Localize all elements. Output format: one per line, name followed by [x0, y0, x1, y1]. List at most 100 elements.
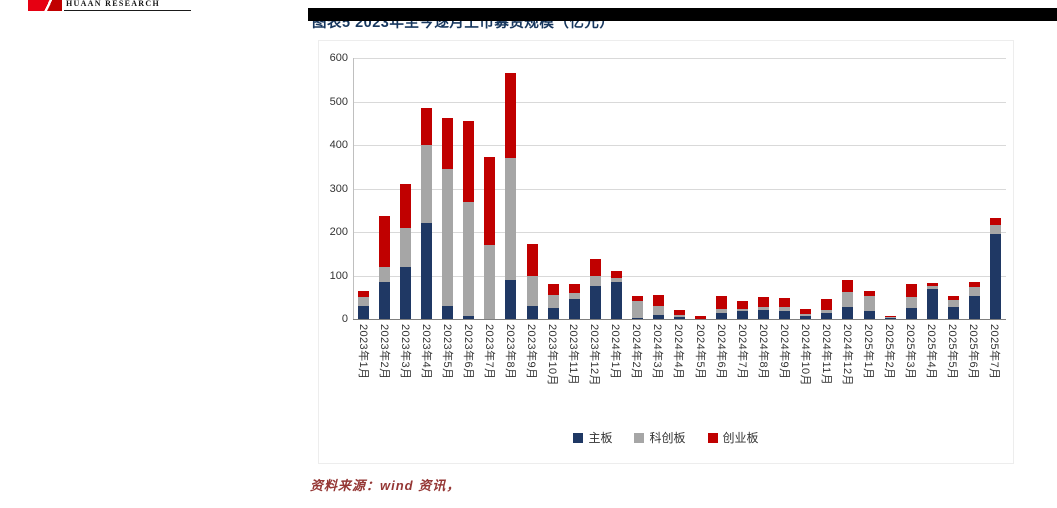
bar-2024年6月 [711, 58, 732, 319]
bar-segment-科创板 [884, 317, 896, 319]
bar-segment-主板 [989, 234, 1001, 319]
bar-segment-科创板 [589, 275, 601, 287]
bar-segment-科创板 [673, 314, 685, 317]
bar-segment-科创板 [442, 168, 454, 306]
bar-segment-科创板 [505, 158, 517, 280]
bar-2025年4月 [922, 58, 943, 319]
legend-swatch [707, 432, 718, 443]
x-axis-label: 2024年9月 [774, 324, 795, 419]
bar-segment-科创板 [568, 292, 580, 300]
x-axis-label: 2025年4月 [922, 324, 943, 419]
bar-segment-科创板 [400, 227, 412, 267]
y-axis-tick-label: 600 [329, 52, 348, 64]
x-axis-label: 2025年2月 [880, 324, 901, 419]
gridline [353, 101, 1006, 103]
bar-segment-主板 [505, 279, 517, 319]
bar-2023年1月 [353, 58, 374, 319]
bar-segment-创业板 [631, 296, 643, 302]
x-axis-label: 2025年5月 [943, 324, 964, 419]
bar-segment-主板 [863, 311, 875, 319]
bar-segment-创业板 [716, 296, 728, 309]
bar-2024年11月 [816, 58, 837, 319]
x-axis-label-text: 2023年8月 [503, 324, 516, 380]
x-axis-label: 2023年7月 [479, 324, 500, 419]
bar-2023年4月 [416, 58, 437, 319]
x-axis-label: 2023年11月 [564, 324, 585, 419]
bar-segment-科创板 [863, 295, 875, 312]
x-axis-label-text: 2024年5月 [693, 324, 706, 380]
bar-2025年1月 [859, 58, 880, 319]
x-axis-label-text: 2024年9月 [777, 324, 790, 380]
bar-segment-主板 [926, 289, 938, 319]
bar-segment-主板 [673, 316, 685, 319]
bar-segment-创业板 [505, 73, 517, 159]
x-axis-label-text: 2024年11月 [819, 324, 832, 386]
bar-segment-主板 [526, 305, 538, 319]
x-axis-label: 2023年9月 [522, 324, 543, 419]
x-axis-label: 2024年5月 [690, 324, 711, 419]
plot-area [353, 58, 1006, 319]
bar-2023年8月 [500, 58, 521, 319]
x-axis-label-text: 2024年7月 [735, 324, 748, 380]
legend-label: 创业板 [722, 431, 759, 445]
legend-swatch [634, 432, 645, 443]
bar-2025年7月 [985, 58, 1006, 319]
bar-2023年9月 [522, 58, 543, 319]
x-axis-label-text: 2024年12月 [840, 324, 853, 386]
bar-segment-科创板 [421, 145, 433, 224]
bar-segment-主板 [884, 318, 896, 319]
bar-segment-科创板 [631, 301, 643, 318]
bar-segment-主板 [842, 306, 854, 319]
x-axis-label: 2024年3月 [648, 324, 669, 419]
bar-segment-科创板 [379, 266, 391, 282]
bar-segment-创业板 [737, 300, 749, 309]
bar-segment-科创板 [484, 245, 496, 319]
y-axis-tick-label: 0 [341, 313, 348, 325]
bar-segment-科创板 [989, 224, 1001, 235]
bar-2023年6月 [458, 58, 479, 319]
x-axis-label-text: 2024年6月 [714, 324, 727, 380]
x-axis-label-text: 2023年12月 [588, 324, 601, 386]
bar-2024年12月 [837, 58, 858, 319]
x-axis-label: 2024年4月 [669, 324, 690, 419]
bar-segment-科创板 [821, 310, 833, 313]
bar-segment-科创板 [358, 297, 370, 306]
gridline [353, 232, 1006, 233]
bar-segment-创业板 [926, 282, 938, 287]
y-axis-tick-label: 400 [329, 139, 348, 151]
gridline [353, 188, 1006, 190]
bar-2023年10月 [543, 58, 564, 319]
legend-label: 科创板 [649, 431, 686, 445]
bar-segment-主板 [589, 286, 601, 319]
bar-segment-主板 [905, 308, 917, 319]
bar-segment-主板 [421, 223, 433, 319]
x-axis-label-text: 2025年4月 [925, 324, 938, 380]
legend-item-科创板: 科创板 [634, 429, 686, 446]
bar-segment-科创板 [652, 306, 664, 315]
bar-2024年2月 [627, 58, 648, 319]
bar-segment-主板 [610, 282, 622, 319]
y-axis-tick-label: 300 [329, 182, 348, 195]
bar-2024年4月 [669, 58, 690, 319]
bar-2023年12月 [585, 58, 606, 319]
bar-2025年2月 [880, 58, 901, 319]
bar-2024年3月 [648, 58, 669, 319]
x-axis-label-text: 2025年5月 [946, 324, 959, 380]
x-axis-labels: 2023年1月 2023年2月 2023年3月 2023年4月 2023年5月 2023年… [353, 324, 1006, 419]
x-axis-label-text: 2025年1月 [862, 324, 875, 380]
bar-2023年3月 [395, 58, 416, 319]
bar-segment-创业板 [358, 290, 370, 298]
legend-item-创业板: 创业板 [707, 429, 759, 446]
bar-2023年5月 [437, 58, 458, 319]
bar-2023年2月 [374, 58, 395, 319]
x-axis-label-text: 2023年5月 [440, 324, 453, 380]
x-axis-label-text: 2024年4月 [672, 324, 685, 380]
bar-segment-创业板 [400, 184, 412, 228]
bar-segment-科创板 [526, 275, 538, 306]
y-axis-tick-label: 500 [329, 95, 348, 108]
x-axis-label: 2023年4月 [416, 324, 437, 419]
bar-2025年6月 [964, 58, 985, 319]
bar-2024年7月 [732, 58, 753, 319]
bar-segment-主板 [947, 306, 959, 319]
y-axis-tick-label: 100 [329, 269, 348, 282]
